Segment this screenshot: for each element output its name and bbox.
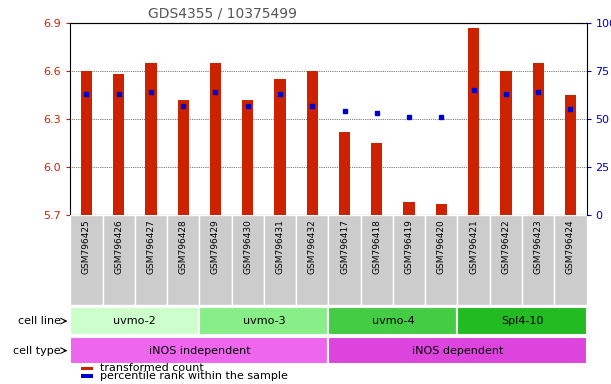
Bar (199, 215, 232, 305)
Bar (70, 215, 103, 305)
Bar (329, 215, 360, 305)
Bar (565, 95, 576, 215)
Text: GSM796432: GSM796432 (308, 220, 316, 274)
Bar (103, 215, 135, 305)
Text: cell line: cell line (18, 316, 60, 326)
Text: GSM796419: GSM796419 (404, 220, 414, 275)
Text: GSM796417: GSM796417 (340, 220, 349, 275)
Bar (81, 367, 93, 370)
Bar (242, 100, 254, 215)
Text: GSM796420: GSM796420 (437, 220, 446, 274)
Bar (436, 204, 447, 215)
Bar (81, 71, 92, 215)
Text: transformed count: transformed count (100, 363, 204, 373)
Bar (167, 215, 199, 305)
Bar (360, 215, 393, 305)
Text: GDS4355 / 10375499: GDS4355 / 10375499 (148, 7, 297, 20)
Bar (264, 215, 296, 305)
Bar (135, 215, 167, 305)
Bar (178, 100, 189, 215)
Text: iNOS dependent: iNOS dependent (412, 346, 503, 356)
Bar (81, 374, 93, 378)
Bar (274, 79, 286, 215)
Text: GSM796428: GSM796428 (178, 220, 188, 274)
Bar (500, 71, 511, 215)
Text: uvmo-3: uvmo-3 (243, 316, 285, 326)
Bar (425, 215, 458, 305)
Text: GSM796429: GSM796429 (211, 220, 220, 274)
Text: GSM796431: GSM796431 (276, 220, 285, 275)
Bar (232, 215, 264, 305)
Text: uvmo-2: uvmo-2 (114, 316, 156, 326)
Bar (533, 63, 544, 215)
Bar (210, 63, 221, 215)
Bar (307, 71, 318, 215)
Bar (296, 215, 329, 305)
Text: Spl4-10: Spl4-10 (501, 316, 543, 326)
Bar (70, 307, 199, 335)
Text: GSM796427: GSM796427 (147, 220, 155, 274)
Bar (490, 215, 522, 305)
Text: cell type: cell type (13, 346, 60, 356)
Text: uvmo-4: uvmo-4 (371, 316, 414, 326)
Bar (554, 215, 587, 305)
Text: GSM796424: GSM796424 (566, 220, 575, 274)
Bar (339, 132, 350, 215)
Text: GSM796423: GSM796423 (533, 220, 543, 274)
Bar (199, 307, 329, 335)
Bar (468, 28, 479, 215)
Bar (458, 307, 587, 335)
Bar (371, 143, 382, 215)
Bar (113, 74, 124, 215)
Text: GSM796430: GSM796430 (243, 220, 252, 275)
Bar (522, 215, 554, 305)
Text: GSM796422: GSM796422 (502, 220, 510, 274)
Bar (329, 337, 587, 364)
Text: iNOS independent: iNOS independent (148, 346, 250, 356)
Text: GSM796421: GSM796421 (469, 220, 478, 274)
Bar (458, 215, 490, 305)
Bar (70, 337, 329, 364)
Bar (393, 215, 425, 305)
Bar (145, 63, 156, 215)
Text: GSM796425: GSM796425 (82, 220, 91, 274)
Bar (329, 307, 458, 335)
Text: percentile rank within the sample: percentile rank within the sample (100, 371, 288, 381)
Bar (403, 202, 415, 215)
Text: GSM796426: GSM796426 (114, 220, 123, 274)
Text: GSM796418: GSM796418 (372, 220, 381, 275)
